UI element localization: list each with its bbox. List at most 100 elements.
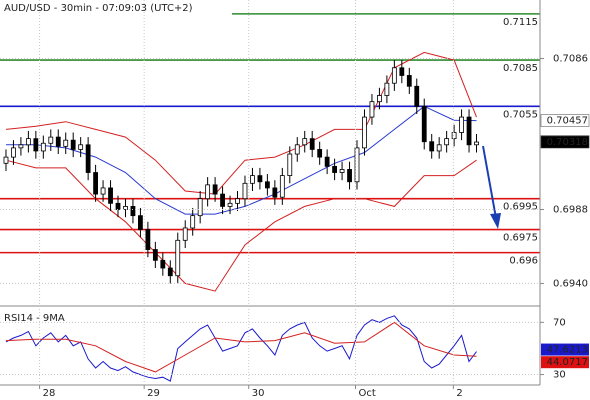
candle-body	[377, 95, 382, 103]
candle-body	[63, 139, 69, 147]
candle-body	[466, 116, 472, 146]
candle-body	[242, 182, 248, 200]
candle-body	[115, 202, 121, 210]
candle-body	[339, 169, 345, 173]
x-tick-label: 28	[43, 388, 56, 399]
rsi-label-box	[541, 343, 589, 356]
x-tick-label: 30	[252, 388, 265, 399]
candle-body	[347, 169, 352, 183]
price-label-box	[540, 135, 590, 149]
candle-body	[85, 144, 91, 173]
rsi-line	[5, 315, 477, 382]
candle-body	[332, 165, 338, 173]
candle-body	[130, 206, 136, 217]
price-label-box	[540, 114, 590, 127]
candle-body	[302, 138, 308, 146]
candle-body	[145, 229, 151, 250]
candle-body	[257, 175, 263, 183]
level-label: 0.696	[509, 256, 538, 267]
candle-body	[309, 138, 315, 150]
candle-body	[436, 144, 442, 152]
candle-body	[55, 136, 61, 147]
candle-body	[190, 215, 196, 229]
candle-body	[451, 132, 457, 140]
candle-body	[152, 249, 158, 261]
candle-body	[227, 202, 233, 207]
price-label: 0.70318	[547, 137, 588, 148]
price-label: 0.70457	[547, 116, 588, 127]
candle-body	[459, 116, 464, 133]
candle-body	[160, 259, 166, 269]
title-background	[0, 0, 232, 16]
candle-body	[100, 187, 106, 195]
x-tick-label: 2	[456, 388, 462, 399]
rsi-panel	[5, 315, 477, 382]
rsi-title: RSI14 - 9MA	[4, 313, 65, 324]
candle-body	[3, 156, 9, 164]
candle-body	[444, 138, 450, 146]
level-label: 0.7085	[503, 63, 538, 74]
candle-body	[167, 267, 173, 277]
rsi-label-box	[541, 356, 589, 369]
candle-body	[123, 206, 128, 210]
candle-body	[138, 215, 143, 230]
y-tick-label: 70	[553, 317, 566, 328]
level-label: 0.7115	[503, 17, 538, 28]
candle-body	[421, 105, 427, 143]
candle-body	[235, 198, 240, 204]
candle-body	[264, 181, 270, 189]
indicator-line	[5, 51, 477, 195]
price-panel: 0.7115 0.7085 0.7055 0.6995 0.6975 0.696	[0, 13, 540, 292]
candle-body	[175, 239, 181, 277]
level-label: 0.6975	[503, 233, 538, 244]
candle-body	[212, 184, 218, 195]
candle-body	[70, 139, 76, 150]
candle-body	[250, 175, 255, 184]
level-label: 0.6995	[503, 202, 538, 213]
y-tick-label: 0.7086	[553, 54, 588, 65]
y-tick-label: 0.6988	[553, 204, 588, 215]
candle-body	[25, 138, 31, 146]
candle-body	[279, 175, 285, 198]
candle-body	[197, 198, 203, 217]
candle-body	[11, 147, 16, 158]
level-label: 0.7055	[503, 109, 538, 120]
candle-body	[294, 144, 300, 155]
rsi-label: 44.0717	[547, 357, 588, 368]
candle-body	[287, 153, 293, 177]
candle-body	[220, 193, 225, 207]
x-tick-label: Oct	[359, 388, 376, 399]
candle-body	[317, 149, 323, 158]
y-tick-label: 30	[553, 370, 566, 381]
candle-body	[272, 187, 278, 198]
rsi-title-background	[0, 310, 70, 324]
chart-title: AUD/USD - 30min - 07:09:03 (UTC+2)	[4, 3, 193, 14]
x-tick-label: 29	[147, 388, 160, 399]
candle-body	[354, 147, 360, 183]
candle-body	[48, 136, 54, 144]
candle-body	[93, 172, 99, 195]
candle-body	[391, 67, 397, 84]
candle-body	[406, 75, 412, 87]
forecast-arrowhead	[490, 213, 501, 229]
rsi-ma-line	[5, 321, 477, 373]
candle-body	[369, 101, 375, 118]
rsi-label: 47.6213	[547, 345, 588, 356]
candle-body	[384, 82, 390, 96]
candle-body	[414, 85, 420, 107]
candle-body	[33, 138, 39, 152]
candle-body	[40, 142, 46, 152]
candle-body	[362, 116, 367, 149]
forecast-arrow	[482, 145, 497, 219]
candle-body	[205, 184, 211, 200]
candle-body	[324, 156, 330, 167]
candle-body	[429, 141, 435, 152]
candle-body	[399, 67, 405, 76]
candle-body	[182, 227, 188, 241]
y-tick-label: 0.6940	[553, 278, 588, 289]
candle-body	[108, 187, 113, 204]
indicator-line	[5, 159, 477, 292]
candle-body	[18, 144, 24, 149]
